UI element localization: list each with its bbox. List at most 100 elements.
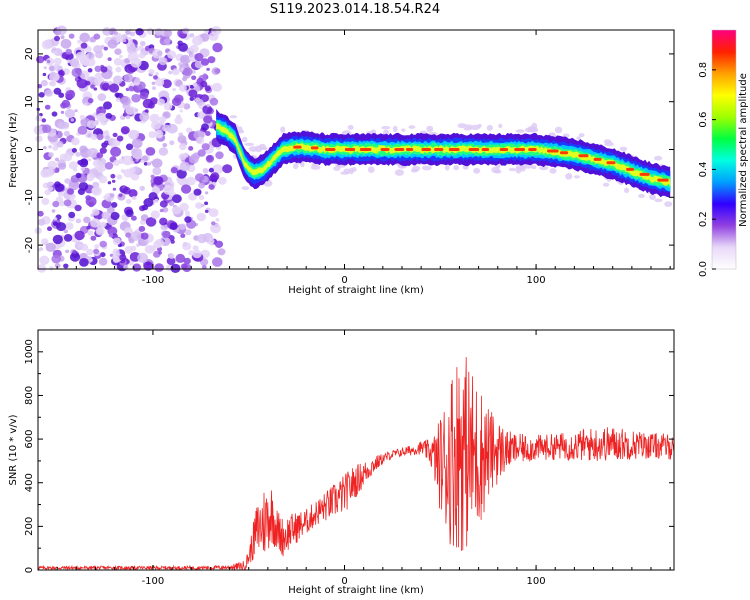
noise-blob xyxy=(200,203,205,208)
noise-blob xyxy=(104,162,114,170)
noise-blob xyxy=(63,263,69,269)
faint-blob xyxy=(486,124,493,131)
noise-blob xyxy=(86,225,91,230)
noise-blob xyxy=(192,245,199,251)
faint-blob xyxy=(654,198,663,203)
snr-y-axis-label: SNR (10 * v/v) xyxy=(8,414,19,485)
noise-blob xyxy=(166,123,178,134)
noise-blob xyxy=(211,221,216,226)
noise-blob xyxy=(96,106,107,116)
noise-blob xyxy=(95,227,105,236)
noise-blob xyxy=(44,168,54,177)
noise-blob xyxy=(217,248,226,256)
noise-blob xyxy=(96,112,108,123)
noise-blob xyxy=(51,111,58,117)
colorbar-ticks: 0.0 0.2 0.4 0.6 0.8 xyxy=(698,62,716,277)
noise-blob xyxy=(143,261,154,271)
noise-blob xyxy=(153,75,158,80)
faint-blob xyxy=(394,169,404,176)
noise-blob xyxy=(54,263,61,269)
faint-blob xyxy=(619,146,628,152)
noise-blob xyxy=(191,70,196,74)
noise-blob xyxy=(86,248,94,256)
noise-blob xyxy=(96,222,105,230)
noise-blob xyxy=(163,184,175,195)
noise-blob xyxy=(131,138,143,149)
faint-blob xyxy=(241,136,248,143)
noise-blob xyxy=(197,149,206,157)
noise-blob xyxy=(119,254,127,261)
noise-blob xyxy=(101,211,111,220)
y-tick-label: 0 xyxy=(24,146,35,152)
noise-blob xyxy=(68,180,80,191)
noise-blob xyxy=(189,44,199,53)
noise-blob xyxy=(52,47,57,51)
noise-blob xyxy=(77,125,88,135)
noise-blob xyxy=(77,39,82,44)
noise-blob xyxy=(170,263,181,273)
noise-blob xyxy=(172,194,182,204)
noise-blob xyxy=(37,210,44,217)
faint-blob xyxy=(624,187,630,194)
noise-blob xyxy=(125,232,132,238)
faint-blob xyxy=(498,123,503,129)
noise-blob xyxy=(66,188,75,195)
noise-blob xyxy=(75,218,82,224)
noise-blob xyxy=(87,98,94,104)
noise-blob xyxy=(37,218,46,226)
noise-blob xyxy=(125,115,131,120)
noise-blob xyxy=(46,59,51,64)
faint-blob xyxy=(244,142,255,146)
faint-blob xyxy=(531,122,538,130)
noise-blob xyxy=(94,244,100,249)
noise-blob xyxy=(108,233,114,238)
faint-blob xyxy=(421,165,432,171)
noise-blob xyxy=(206,103,210,107)
noise-blob xyxy=(91,208,100,216)
noise-blob xyxy=(139,112,150,122)
noise-blob xyxy=(53,57,62,65)
noise-blob xyxy=(154,28,163,36)
noise-blob xyxy=(52,200,60,208)
noise-blob xyxy=(207,56,216,64)
colorbar-tick-label: 0.8 xyxy=(698,62,709,78)
noise-blob xyxy=(41,238,49,246)
faint-blob xyxy=(347,125,354,130)
noise-blob xyxy=(53,217,58,221)
noise-blob xyxy=(188,89,198,98)
noise-blob xyxy=(208,238,215,244)
noise-blob xyxy=(131,195,137,201)
noise-blob xyxy=(178,84,187,92)
noise-blob xyxy=(148,69,155,75)
noise-blob xyxy=(108,137,118,146)
noise-blob xyxy=(159,200,168,208)
noise-blob xyxy=(109,83,120,93)
noise-blob xyxy=(150,174,155,179)
noise-blob xyxy=(41,39,53,50)
noise-blob xyxy=(107,39,118,49)
noise-blob xyxy=(103,101,112,110)
faint-blob xyxy=(603,182,610,187)
noise-blob xyxy=(54,183,65,192)
noise-blob xyxy=(152,49,163,59)
noise-blob xyxy=(144,109,149,113)
faint-blob xyxy=(426,125,434,133)
noise-blob xyxy=(84,130,93,139)
noise-blob xyxy=(179,109,183,113)
noise-blob xyxy=(45,242,56,252)
noise-blob xyxy=(148,192,158,201)
noise-blob xyxy=(80,118,87,125)
noise-blob xyxy=(179,202,189,212)
noise-blob xyxy=(36,55,45,64)
noise-blob xyxy=(154,263,164,272)
noise-blob xyxy=(196,136,205,145)
faint-blob xyxy=(428,132,438,136)
noise-blob xyxy=(184,229,192,236)
noise-blob xyxy=(140,159,145,163)
noise-blob xyxy=(151,86,157,90)
noise-blob xyxy=(201,96,207,101)
faint-blob xyxy=(464,124,473,129)
faint-blob xyxy=(349,167,354,175)
noise-blob xyxy=(180,54,191,65)
noise-blob xyxy=(70,118,75,122)
